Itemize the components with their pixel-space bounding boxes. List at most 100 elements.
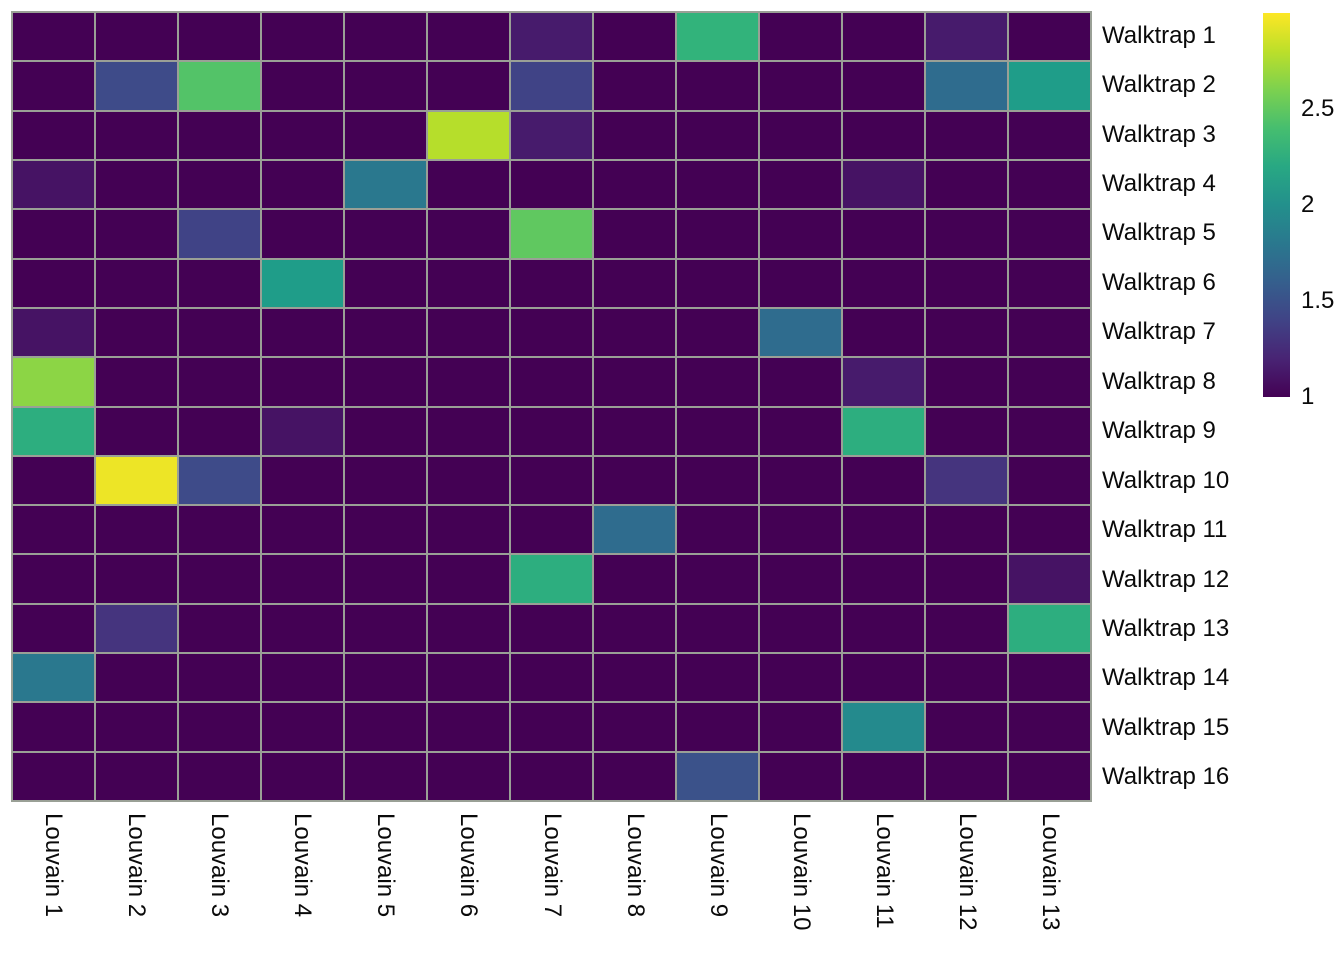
heatmap-cell (677, 358, 758, 406)
row-label: Walktrap 12 (1102, 565, 1230, 593)
heatmap-cell (345, 506, 426, 554)
heatmap-cell (1009, 358, 1090, 406)
row-label: Walktrap 8 (1102, 367, 1216, 395)
col-label: Louvain 11 (871, 813, 899, 929)
heatmap-cell (511, 456, 592, 505)
heatmap-cell (594, 752, 675, 800)
heatmap-cell (96, 703, 177, 751)
heatmap-cell (13, 456, 94, 505)
heatmap-cell (594, 13, 675, 61)
heatmap-cell (96, 604, 177, 653)
heatmap-cell (1009, 259, 1090, 307)
heatmap-cell (677, 62, 758, 110)
heatmap-cell (594, 555, 675, 603)
row-label: Walktrap 1 (1102, 21, 1216, 49)
heatmap-cell (760, 654, 841, 702)
heatmap-cell (843, 654, 924, 702)
heatmap-cell (428, 62, 509, 110)
heatmap-cell (345, 160, 426, 209)
heatmap-cell (262, 752, 343, 800)
heatmap-cell (179, 160, 260, 209)
col-label: Louvain 5 (372, 813, 400, 918)
heatmap-cell (13, 506, 94, 554)
heatmap-cell (511, 358, 592, 406)
heatmap-cell (96, 259, 177, 307)
heatmap-cell (13, 160, 94, 209)
heatmap-cell (594, 703, 675, 751)
heatmap-cell (511, 506, 592, 554)
heatmap-cell (926, 160, 1007, 209)
heatmap-cell (843, 13, 924, 61)
heatmap-cell (1009, 407, 1090, 455)
heatmap-cell (428, 703, 509, 751)
heatmap-cell (345, 111, 426, 159)
row-label: Walktrap 4 (1102, 170, 1216, 198)
heatmap-cell (345, 62, 426, 110)
heatmap-cell (262, 308, 343, 357)
heatmap-cell (677, 210, 758, 258)
heatmap-cell (13, 555, 94, 603)
colorbar (1263, 13, 1290, 397)
heatmap-cell (179, 506, 260, 554)
heatmap-cell (13, 703, 94, 751)
heatmap-cell (843, 456, 924, 505)
heatmap-cell (1009, 13, 1090, 61)
heatmap-cell (179, 752, 260, 800)
heatmap-cell (262, 62, 343, 110)
heatmap-cell (13, 654, 94, 702)
heatmap-cell (345, 555, 426, 603)
heatmap-cell (760, 555, 841, 603)
heatmap-cell (428, 654, 509, 702)
heatmap-cell (345, 604, 426, 653)
heatmap-cell (179, 358, 260, 406)
row-label: Walktrap 15 (1102, 713, 1230, 741)
heatmap-cell (677, 111, 758, 159)
heatmap-cell (760, 506, 841, 554)
heatmap-cell (677, 752, 758, 800)
heatmap-cell (677, 703, 758, 751)
heatmap-cell (511, 703, 592, 751)
heatmap-cell (179, 407, 260, 455)
heatmap-cell (926, 703, 1007, 751)
heatmap-cell (760, 308, 841, 357)
heatmap-cell (511, 210, 592, 258)
heatmap-cell (843, 259, 924, 307)
heatmap-cell (179, 13, 260, 61)
heatmap-cell (926, 210, 1007, 258)
heatmap-cell (760, 13, 841, 61)
heatmap-cell (677, 407, 758, 455)
heatmap-cell (1009, 506, 1090, 554)
row-label: Walktrap 6 (1102, 268, 1216, 296)
colorbar-tick-label: 2.5 (1301, 95, 1335, 122)
heatmap-cell (760, 604, 841, 653)
heatmap-cell (843, 703, 924, 751)
heatmap-cell (511, 604, 592, 653)
heatmap-cell (179, 308, 260, 357)
heatmap-cell (345, 703, 426, 751)
row-label: Walktrap 14 (1102, 664, 1230, 692)
heatmap-cell (511, 259, 592, 307)
heatmap-cell (13, 604, 94, 653)
heatmap-cell (262, 604, 343, 653)
heatmap-cell (345, 259, 426, 307)
heatmap-cell (843, 604, 924, 653)
heatmap-cell (345, 358, 426, 406)
heatmap-cell (179, 654, 260, 702)
heatmap-cell (760, 703, 841, 751)
col-label: Louvain 10 (787, 813, 815, 931)
heatmap-cell (594, 604, 675, 653)
heatmap-cell (262, 13, 343, 61)
heatmap-cell (511, 752, 592, 800)
row-label: Walktrap 2 (1102, 71, 1216, 99)
col-label: Louvain 12 (954, 813, 982, 931)
heatmap-cell (1009, 111, 1090, 159)
heatmap-cell (428, 555, 509, 603)
heatmap-cell (96, 111, 177, 159)
row-label: Walktrap 13 (1102, 614, 1230, 642)
col-label: Louvain 3 (205, 813, 233, 918)
heatmap-cell (262, 407, 343, 455)
heatmap-cell (926, 506, 1007, 554)
heatmap-cell (96, 210, 177, 258)
heatmap-cell (345, 654, 426, 702)
heatmap-cell (262, 456, 343, 505)
